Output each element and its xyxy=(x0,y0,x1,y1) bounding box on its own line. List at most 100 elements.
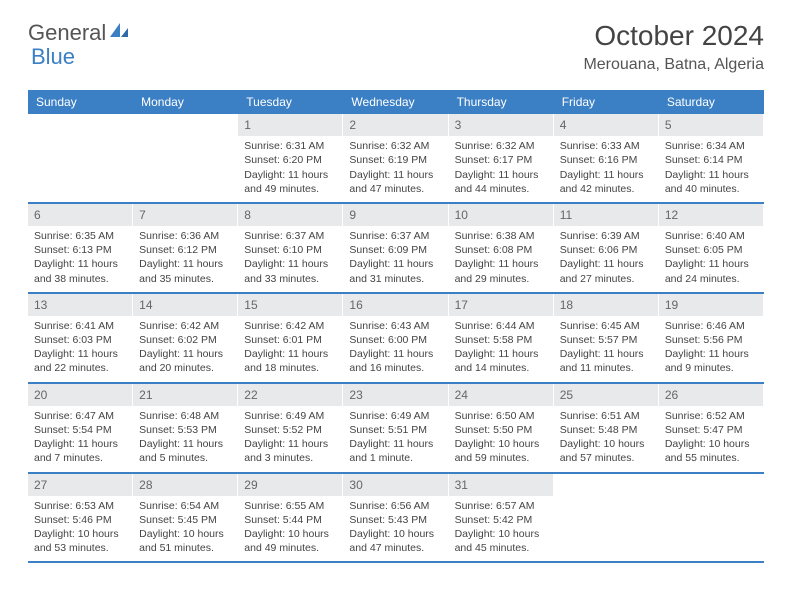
logo-text-general: General xyxy=(28,20,106,46)
daylight-text: Daylight: 10 hours and 59 minutes. xyxy=(455,437,547,465)
daylight-text: Daylight: 11 hours and 18 minutes. xyxy=(244,347,336,375)
sunset-text: Sunset: 5:47 PM xyxy=(665,423,757,437)
day-number: 27 xyxy=(28,474,132,496)
sunset-text: Sunset: 6:20 PM xyxy=(244,153,336,167)
day-number: 6 xyxy=(28,204,132,226)
daylight-text: Daylight: 11 hours and 33 minutes. xyxy=(244,257,336,285)
month-title: October 2024 xyxy=(583,20,764,52)
daylight-text: Daylight: 10 hours and 47 minutes. xyxy=(349,527,441,555)
daylight-text: Daylight: 11 hours and 44 minutes. xyxy=(455,168,547,196)
calendar: Sunday Monday Tuesday Wednesday Thursday… xyxy=(28,90,764,563)
day-body: Sunrise: 6:40 AMSunset: 6:05 PMDaylight:… xyxy=(659,226,763,292)
sunrise-text: Sunrise: 6:33 AM xyxy=(560,139,652,153)
day-body: Sunrise: 6:53 AMSunset: 5:46 PMDaylight:… xyxy=(28,496,132,562)
weekday-header: Tuesday xyxy=(238,90,343,114)
day-cell xyxy=(133,114,238,202)
sunrise-text: Sunrise: 6:36 AM xyxy=(139,229,231,243)
sunrise-text: Sunrise: 6:51 AM xyxy=(560,409,652,423)
day-cell: 2Sunrise: 6:32 AMSunset: 6:19 PMDaylight… xyxy=(343,114,448,202)
sunset-text: Sunset: 6:08 PM xyxy=(455,243,547,257)
daylight-text: Daylight: 11 hours and 24 minutes. xyxy=(665,257,757,285)
day-cell: 24Sunrise: 6:50 AMSunset: 5:50 PMDayligh… xyxy=(449,384,554,472)
sunset-text: Sunset: 5:42 PM xyxy=(455,513,547,527)
sunrise-text: Sunrise: 6:34 AM xyxy=(665,139,757,153)
sunset-text: Sunset: 6:14 PM xyxy=(665,153,757,167)
daylight-text: Daylight: 10 hours and 51 minutes. xyxy=(139,527,231,555)
title-block: October 2024 Merouana, Batna, Algeria xyxy=(583,20,764,74)
daylight-text: Daylight: 11 hours and 11 minutes. xyxy=(560,347,652,375)
day-number: 23 xyxy=(343,384,447,406)
day-number: 8 xyxy=(238,204,342,226)
sunset-text: Sunset: 5:48 PM xyxy=(560,423,652,437)
sunrise-text: Sunrise: 6:38 AM xyxy=(455,229,547,243)
day-cell: 30Sunrise: 6:56 AMSunset: 5:43 PMDayligh… xyxy=(343,474,448,562)
sunset-text: Sunset: 5:44 PM xyxy=(244,513,336,527)
day-number: 20 xyxy=(28,384,132,406)
day-body: Sunrise: 6:54 AMSunset: 5:45 PMDaylight:… xyxy=(133,496,237,562)
day-body: Sunrise: 6:46 AMSunset: 5:56 PMDaylight:… xyxy=(659,316,763,382)
sunset-text: Sunset: 6:10 PM xyxy=(244,243,336,257)
daylight-text: Daylight: 11 hours and 27 minutes. xyxy=(560,257,652,285)
day-number: 29 xyxy=(238,474,342,496)
day-cell: 1Sunrise: 6:31 AMSunset: 6:20 PMDaylight… xyxy=(238,114,343,202)
day-number: 11 xyxy=(554,204,658,226)
sunset-text: Sunset: 6:06 PM xyxy=(560,243,652,257)
daylight-text: Daylight: 10 hours and 53 minutes. xyxy=(34,527,126,555)
daylight-text: Daylight: 11 hours and 5 minutes. xyxy=(139,437,231,465)
day-body: Sunrise: 6:37 AMSunset: 6:09 PMDaylight:… xyxy=(343,226,447,292)
daylight-text: Daylight: 11 hours and 31 minutes. xyxy=(349,257,441,285)
day-cell: 16Sunrise: 6:43 AMSunset: 6:00 PMDayligh… xyxy=(343,294,448,382)
sunrise-text: Sunrise: 6:32 AM xyxy=(455,139,547,153)
day-body: Sunrise: 6:42 AMSunset: 6:01 PMDaylight:… xyxy=(238,316,342,382)
day-number: 30 xyxy=(343,474,447,496)
sunset-text: Sunset: 5:50 PM xyxy=(455,423,547,437)
day-body: Sunrise: 6:57 AMSunset: 5:42 PMDaylight:… xyxy=(449,496,553,562)
weekday-header: Friday xyxy=(554,90,659,114)
daylight-text: Daylight: 11 hours and 40 minutes. xyxy=(665,168,757,196)
day-number: 24 xyxy=(449,384,553,406)
day-body: Sunrise: 6:37 AMSunset: 6:10 PMDaylight:… xyxy=(238,226,342,292)
day-number: 15 xyxy=(238,294,342,316)
sunrise-text: Sunrise: 6:47 AM xyxy=(34,409,126,423)
sunset-text: Sunset: 5:51 PM xyxy=(349,423,441,437)
daylight-text: Daylight: 11 hours and 1 minute. xyxy=(349,437,441,465)
sunset-text: Sunset: 6:01 PM xyxy=(244,333,336,347)
day-body: Sunrise: 6:39 AMSunset: 6:06 PMDaylight:… xyxy=(554,226,658,292)
weekday-header: Saturday xyxy=(659,90,764,114)
sunset-text: Sunset: 6:17 PM xyxy=(455,153,547,167)
daylight-text: Daylight: 10 hours and 45 minutes. xyxy=(455,527,547,555)
day-number: 16 xyxy=(343,294,447,316)
day-number: 5 xyxy=(659,114,763,136)
weeks-container: 1Sunrise: 6:31 AMSunset: 6:20 PMDaylight… xyxy=(28,114,764,563)
day-cell: 11Sunrise: 6:39 AMSunset: 6:06 PMDayligh… xyxy=(554,204,659,292)
sunset-text: Sunset: 5:43 PM xyxy=(349,513,441,527)
day-number xyxy=(28,114,132,136)
day-body: Sunrise: 6:31 AMSunset: 6:20 PMDaylight:… xyxy=(238,136,342,202)
day-cell: 25Sunrise: 6:51 AMSunset: 5:48 PMDayligh… xyxy=(554,384,659,472)
day-number xyxy=(659,474,763,496)
sunrise-text: Sunrise: 6:52 AM xyxy=(665,409,757,423)
day-cell: 20Sunrise: 6:47 AMSunset: 5:54 PMDayligh… xyxy=(28,384,133,472)
week-row: 13Sunrise: 6:41 AMSunset: 6:03 PMDayligh… xyxy=(28,294,764,384)
sunrise-text: Sunrise: 6:45 AM xyxy=(560,319,652,333)
weekday-header: Monday xyxy=(133,90,238,114)
day-cell: 18Sunrise: 6:45 AMSunset: 5:57 PMDayligh… xyxy=(554,294,659,382)
day-cell: 14Sunrise: 6:42 AMSunset: 6:02 PMDayligh… xyxy=(133,294,238,382)
sunset-text: Sunset: 6:02 PM xyxy=(139,333,231,347)
day-number: 9 xyxy=(343,204,447,226)
sunset-text: Sunset: 6:05 PM xyxy=(665,243,757,257)
sunset-text: Sunset: 5:54 PM xyxy=(34,423,126,437)
day-number: 17 xyxy=(449,294,553,316)
day-cell: 29Sunrise: 6:55 AMSunset: 5:44 PMDayligh… xyxy=(238,474,343,562)
day-cell: 26Sunrise: 6:52 AMSunset: 5:47 PMDayligh… xyxy=(659,384,764,472)
sunrise-text: Sunrise: 6:41 AM xyxy=(34,319,126,333)
day-cell: 17Sunrise: 6:44 AMSunset: 5:58 PMDayligh… xyxy=(449,294,554,382)
day-body: Sunrise: 6:50 AMSunset: 5:50 PMDaylight:… xyxy=(449,406,553,472)
day-cell: 10Sunrise: 6:38 AMSunset: 6:08 PMDayligh… xyxy=(449,204,554,292)
day-cell: 27Sunrise: 6:53 AMSunset: 5:46 PMDayligh… xyxy=(28,474,133,562)
logo-text-blue: Blue xyxy=(31,44,75,70)
daylight-text: Daylight: 10 hours and 57 minutes. xyxy=(560,437,652,465)
day-cell: 21Sunrise: 6:48 AMSunset: 5:53 PMDayligh… xyxy=(133,384,238,472)
day-body: Sunrise: 6:33 AMSunset: 6:16 PMDaylight:… xyxy=(554,136,658,202)
day-number xyxy=(133,114,237,136)
